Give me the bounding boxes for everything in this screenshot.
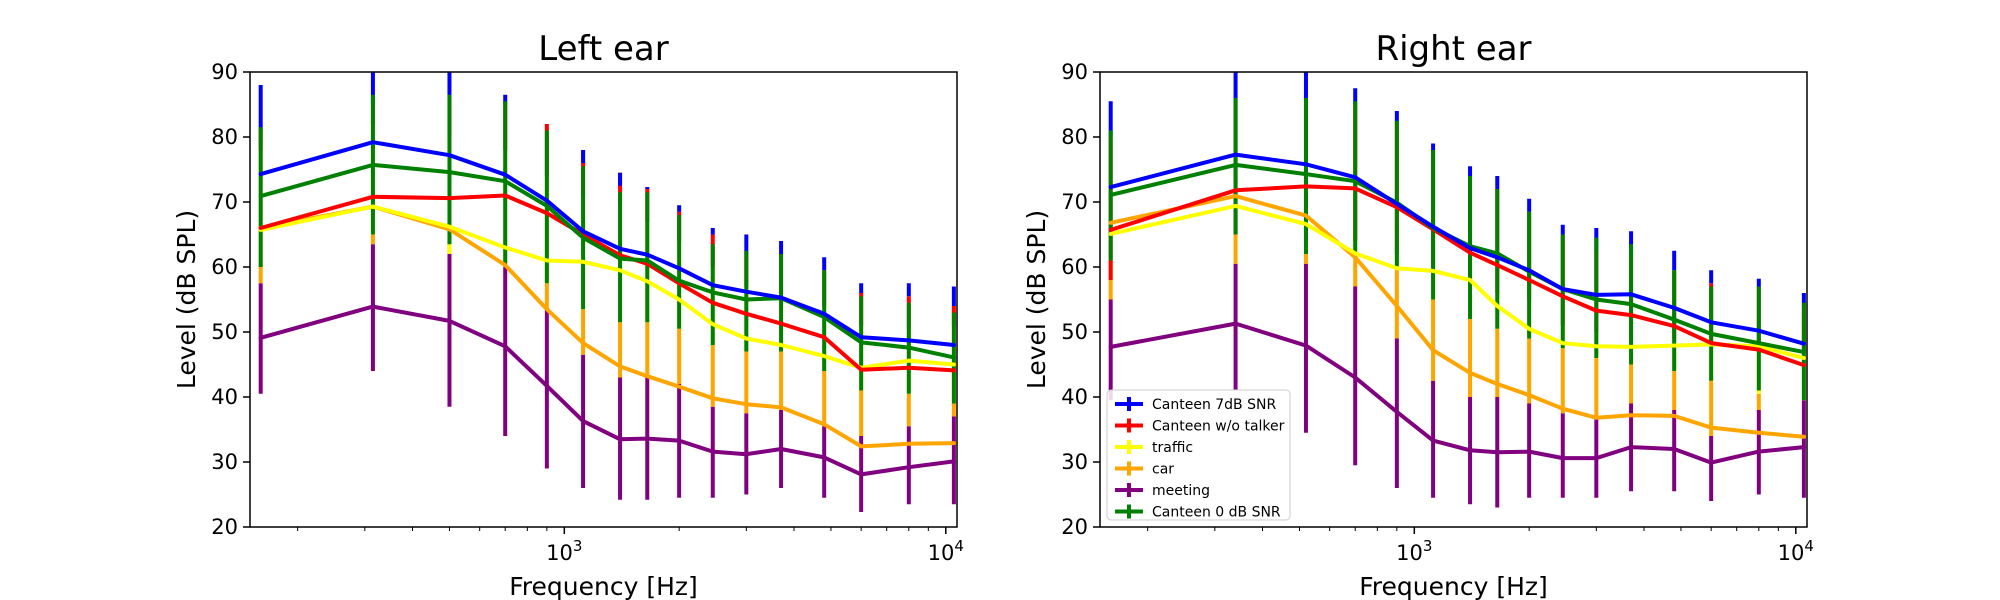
chart-title: Left ear: [538, 29, 669, 69]
y-tick-label: 30: [1061, 450, 1088, 474]
series-line: [1108, 152, 1806, 346]
y-tick-label: 90: [1061, 60, 1088, 84]
y-tick-label: 30: [211, 450, 238, 474]
series-line: [258, 204, 956, 449]
y-tick-label: 80: [211, 125, 238, 149]
y-tick-label: 80: [1061, 125, 1088, 149]
x-tick-label: 103: [1396, 537, 1432, 565]
legend-entry: meeting: [1152, 483, 1210, 499]
y-tick-label: 20: [211, 515, 238, 539]
legend-entry: Canteen 0 dB SNR: [1152, 505, 1281, 521]
series-line: [1108, 321, 1806, 465]
legend-entry: Canteen 7dB SNR: [1152, 397, 1276, 413]
y-tick-label: 60: [211, 255, 238, 279]
legend-entry: Canteen w/o talker: [1152, 419, 1285, 435]
plot-frame: [1099, 71, 1808, 528]
x-axis-label: Frequency [Hz]: [1359, 572, 1548, 600]
y-tick-label: 40: [1061, 385, 1088, 409]
y-tick-label: 20: [1061, 515, 1088, 539]
x-axis-label: Frequency [Hz]: [509, 572, 698, 600]
error-bars: [258, 72, 956, 513]
series-line: [258, 140, 956, 347]
series-line: [1108, 203, 1806, 360]
x-tick-label: 104: [928, 537, 964, 565]
legend-entry: car: [1152, 462, 1174, 478]
y-tick-label: 70: [211, 190, 238, 214]
chart-title: Right ear: [1375, 29, 1531, 69]
legend-entry: traffic: [1152, 440, 1193, 456]
series-line: [258, 162, 956, 360]
y-tick-label: 90: [211, 60, 238, 84]
series-line: [258, 304, 956, 477]
chart-right-ear: Right ear 20 30 40 50 60 70 80 90 103 104 Frequency…: [1022, 29, 1814, 600]
x-tick-label: 104: [1778, 537, 1814, 565]
legend-box: [1106, 389, 1291, 521]
series-line: [1108, 162, 1806, 355]
y-axis-label: Level (dB SPL): [1022, 210, 1051, 389]
y-tick-label: 70: [1061, 190, 1088, 214]
y-tick-label: 50: [1061, 320, 1088, 344]
x-tick-label: 103: [546, 537, 582, 565]
series-line: [1108, 184, 1806, 368]
y-tick-label: 40: [211, 385, 238, 409]
plot-frame: [249, 71, 958, 528]
y-tick-label: 50: [211, 320, 238, 344]
y-axis-label: Level (dB SPL): [172, 210, 201, 389]
series-line: [258, 204, 956, 370]
series-line: [258, 193, 956, 373]
chart-left-ear: Left ear 20 30 40 50 60 70 80 90 103 104 Frequency …: [172, 29, 964, 600]
legend: Canteen 7dB SNR Canteen w/o talker traffic…: [1106, 389, 1291, 521]
y-tick-label: 60: [1061, 255, 1088, 279]
